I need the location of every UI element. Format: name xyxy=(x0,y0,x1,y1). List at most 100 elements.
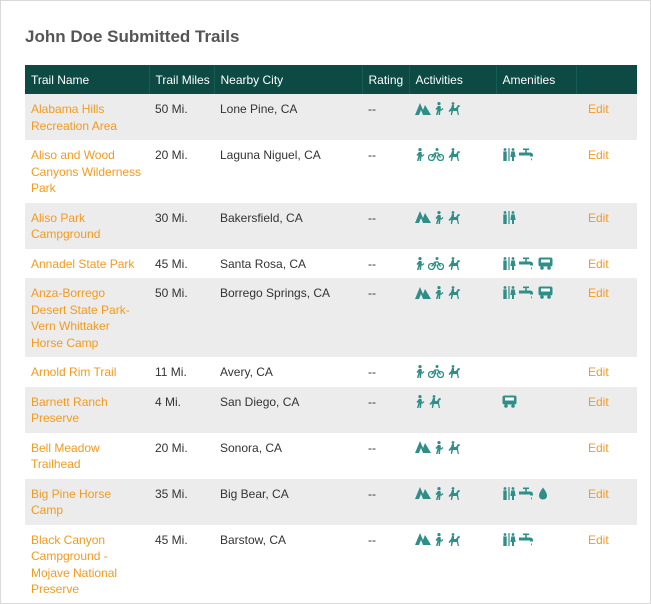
camping-icon xyxy=(415,487,431,499)
trail-name-link[interactable]: Anza-Borrego Desert State Park- Vern Whi… xyxy=(31,286,130,350)
rating-cell: -- xyxy=(362,433,409,479)
trail-name-link[interactable]: Arnold Rim Trail xyxy=(31,365,117,379)
edit-link[interactable]: Edit xyxy=(588,394,609,409)
trail-name-link[interactable]: Aliso and Wood Canyons Wilderness Park xyxy=(31,148,142,195)
edit-cell: Edit xyxy=(576,386,637,433)
activities-cell xyxy=(409,478,496,525)
hiking-icon xyxy=(434,286,444,299)
activities-cell xyxy=(409,202,496,249)
rating-cell: -- xyxy=(362,478,409,525)
column-header-trail-miles: Trail Miles xyxy=(149,65,215,94)
edit-link[interactable]: Edit xyxy=(588,256,609,271)
edit-link[interactable]: Edit xyxy=(588,365,609,379)
trail-miles: 50 Mi. xyxy=(155,286,188,300)
nearby-city: Big Bear, CA xyxy=(220,486,289,501)
trail-name-link[interactable]: Black Canyon Campground - Mojave Nationa… xyxy=(31,532,118,597)
table-row: Alabama Hills Recreation Area 50 Mi. Lone … xyxy=(25,94,637,140)
table-header-row: Trail Name Trail Miles Nearby City Rating Ac… xyxy=(25,65,637,94)
trail-name-link-cell: Annadel State Park xyxy=(25,249,149,279)
trail-miles-cell: 35 Mi. xyxy=(149,478,214,525)
trail-name-link[interactable]: Big Pine Horse Camp xyxy=(31,486,112,518)
trail-miles-cell: 45 Mi. xyxy=(149,249,214,279)
horseback-icon xyxy=(447,440,461,454)
amenities-cell xyxy=(496,478,576,525)
rating: -- xyxy=(368,532,376,547)
edit-link[interactable]: Edit xyxy=(588,102,609,116)
restroom-icon xyxy=(502,148,516,161)
amenities-cell xyxy=(496,386,576,433)
trail-miles: 45 Mi. xyxy=(155,256,188,271)
trail-name-link[interactable]: Annadel State Park xyxy=(31,256,135,271)
activities-cell xyxy=(409,357,496,387)
trailer-icon xyxy=(538,257,553,270)
rating-cell: -- xyxy=(362,249,409,279)
edit-cell: Edit xyxy=(576,357,637,387)
nearby-city-cell: Barstow, CA xyxy=(214,525,362,604)
nearby-city: Laguna Niguel, CA xyxy=(220,148,321,162)
table-row: Bell Meadow Trailhead 20 Mi. Sonora, CA -- E… xyxy=(25,433,637,479)
amenities-cell xyxy=(496,140,576,203)
table-row: Arnold Rim Trail 11 Mi. Avery, CA -- Edit xyxy=(25,357,637,387)
horseback-icon xyxy=(447,286,461,299)
column-header-activities: Activities xyxy=(409,65,497,94)
table-row: Anza-Borrego Desert State Park- Vern Whi… xyxy=(25,278,637,357)
rating: -- xyxy=(368,148,376,162)
trail-name-link-cell: Arnold Rim Trail xyxy=(25,357,149,387)
nearby-city: San Diego, CA xyxy=(220,394,300,409)
trail-miles-cell: 50 Mi. xyxy=(149,94,214,140)
table-body: Alabama Hills Recreation Area 50 Mi. Lone … xyxy=(25,94,637,604)
edit-link[interactable]: Edit xyxy=(588,440,609,455)
trail-miles-cell: 30 Mi. xyxy=(149,202,214,249)
edit-link[interactable]: Edit xyxy=(588,210,609,225)
trail-miles: 11 Mi. xyxy=(155,365,187,379)
trail-miles-cell: 20 Mi. xyxy=(149,433,214,479)
rating: -- xyxy=(368,286,376,300)
column-header-actions xyxy=(576,65,637,94)
rating-cell: -- xyxy=(362,525,409,604)
trail-miles-cell: 45 Mi. xyxy=(149,525,214,604)
trail-name-link[interactable]: Barnett Ranch Preserve xyxy=(31,394,108,426)
nearby-city-cell: Bakersfield, CA xyxy=(214,202,362,249)
hiking-icon xyxy=(415,256,425,270)
edit-cell: Edit xyxy=(576,525,637,604)
nearby-city-cell: San Diego, CA xyxy=(214,386,362,433)
nearby-city: Sonora, CA xyxy=(220,440,283,455)
column-header-trail-name: Trail Name xyxy=(25,65,150,94)
horseback-icon xyxy=(447,256,461,270)
amenities-cell xyxy=(496,525,576,604)
horseback-icon xyxy=(447,102,461,115)
water-drop-icon xyxy=(538,487,548,500)
water-faucet-icon xyxy=(519,487,535,500)
rating: -- xyxy=(368,102,376,116)
trail-name-link[interactable]: Alabama Hills Recreation Area xyxy=(31,102,118,133)
restroom-icon xyxy=(502,486,516,500)
nearby-city: Borrego Springs, CA xyxy=(220,286,331,300)
column-header-amenities: Amenities xyxy=(496,65,577,94)
biking-icon xyxy=(428,256,444,270)
water-faucet-icon xyxy=(519,286,535,299)
rating: -- xyxy=(368,210,376,225)
edit-link[interactable]: Edit xyxy=(588,532,609,547)
hiking-icon xyxy=(415,148,425,161)
trailer-icon xyxy=(502,395,517,408)
rating-cell: -- xyxy=(362,202,409,249)
edit-link[interactable]: Edit xyxy=(588,486,609,501)
amenities-cell xyxy=(496,202,576,249)
nearby-city-cell: Big Bear, CA xyxy=(214,478,362,525)
trail-miles: 45 Mi. xyxy=(155,532,188,547)
trail-name-link-cell: Barnett Ranch Preserve xyxy=(25,386,149,433)
restroom-icon xyxy=(502,532,516,546)
hiking-icon xyxy=(415,365,425,378)
edit-link[interactable]: Edit xyxy=(588,286,609,300)
trail-name-link[interactable]: Bell Meadow Trailhead xyxy=(31,440,100,472)
horseback-icon xyxy=(447,148,461,161)
camping-icon xyxy=(415,286,431,299)
camping-icon xyxy=(415,441,431,453)
rating-cell: -- xyxy=(362,94,409,140)
trail-name-link[interactable]: Aliso Park Campground xyxy=(31,210,101,242)
camping-icon xyxy=(415,533,431,545)
trail-miles: 4 Mi. xyxy=(155,394,182,409)
column-header-nearby-city: Nearby City xyxy=(214,65,363,94)
nearby-city-cell: Santa Rosa, CA xyxy=(214,249,362,279)
edit-link[interactable]: Edit xyxy=(588,148,609,162)
